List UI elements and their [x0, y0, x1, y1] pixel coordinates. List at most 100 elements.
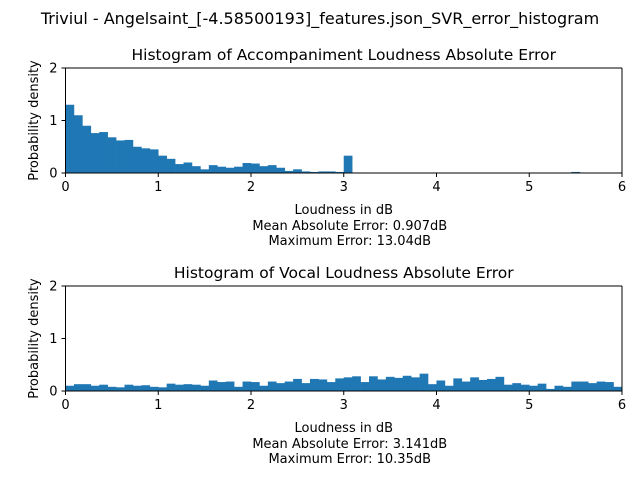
histogram-bar	[259, 385, 269, 391]
y-tick-label: 0	[49, 385, 57, 400]
histogram-bar	[318, 171, 328, 173]
histogram-bar	[267, 381, 277, 391]
histogram-bar	[571, 171, 581, 173]
histogram-bar	[428, 384, 437, 391]
panel-title: Histogram of Vocal Loudness Absolute Err…	[174, 264, 514, 282]
histogram-bar	[267, 165, 277, 173]
histogram-bar	[73, 115, 83, 173]
histogram-bar	[141, 385, 151, 391]
histogram-bar	[116, 140, 125, 173]
histogram-bar	[546, 388, 555, 391]
histogram-bar	[596, 381, 606, 391]
histogram-bar	[461, 381, 471, 391]
histogram-bar	[107, 386, 117, 391]
panel-title: Histogram of Accompaniment Loudness Abso…	[132, 46, 557, 64]
y-axis-label: Probability density	[27, 278, 42, 399]
histogram-bar	[343, 377, 353, 391]
histogram-bar	[90, 385, 100, 391]
histogram-bar	[225, 167, 235, 173]
histogram-bar	[175, 384, 184, 391]
histogram-bar	[284, 381, 294, 391]
histogram-bar	[65, 385, 75, 391]
histogram-bar	[377, 379, 387, 391]
histogram-bar	[529, 385, 538, 391]
histogram-bar	[141, 148, 151, 173]
y-tick-label: 1	[49, 114, 57, 129]
histogram-bar	[250, 163, 260, 173]
histogram-bar	[478, 379, 488, 391]
histogram-bar	[444, 385, 454, 391]
histogram-bar	[234, 386, 243, 391]
x-tick-label: 1	[154, 398, 162, 413]
bars	[65, 373, 622, 391]
histogram-bar	[183, 162, 193, 173]
y-axis-label: Probability density	[27, 60, 42, 181]
histogram-bar	[301, 171, 311, 173]
histogram-bar	[166, 158, 176, 173]
x-tick-label: 6	[618, 180, 626, 195]
histogram-bar	[352, 376, 361, 391]
x-axis-label: Loudness in dB	[294, 203, 393, 218]
histogram-bar	[124, 139, 134, 173]
histogram-bar	[107, 137, 117, 173]
histogram-bar	[132, 385, 142, 391]
histogram-bar	[183, 384, 193, 391]
histogram-bar	[124, 384, 134, 391]
x-tick-label: 4	[432, 180, 440, 195]
histogram-bar	[335, 171, 345, 173]
x-tick-label: 4	[432, 398, 440, 413]
x-tick-label: 5	[525, 180, 533, 195]
histogram-bar	[250, 382, 260, 391]
histogram-bar	[419, 373, 429, 391]
histogram-bar	[73, 384, 83, 391]
histogram-bar	[158, 387, 167, 391]
histogram-bar	[82, 125, 92, 173]
histogram-bar	[326, 171, 336, 173]
histogram-bar	[360, 382, 370, 391]
histogram-bar	[276, 383, 286, 391]
histogram-bar	[301, 383, 311, 391]
histogram-bar	[503, 384, 513, 391]
x-tick-label: 2	[247, 180, 255, 195]
histogram-bar	[234, 166, 243, 173]
histogram-bar	[520, 384, 530, 391]
histogram-bar	[82, 384, 92, 391]
histogram-bar	[613, 386, 622, 391]
x-tick-label: 5	[525, 398, 533, 413]
histogram-bar	[537, 383, 547, 391]
histogram-bar	[99, 132, 108, 173]
histogram-bar	[309, 171, 319, 173]
histogram-bar	[326, 382, 336, 391]
histogram-bar	[149, 386, 159, 391]
histogram-bar	[470, 377, 479, 391]
histogram-bar	[579, 381, 589, 391]
histogram-bar	[605, 382, 614, 391]
histogram-bar	[293, 169, 302, 173]
histogram-bar	[242, 163, 252, 173]
histogram-bar	[436, 380, 446, 391]
histogram-bar	[571, 381, 581, 391]
x-tick-label: 3	[340, 398, 348, 413]
histogram-bar	[369, 376, 378, 391]
histogram-bar	[200, 385, 210, 391]
x-tick-label: 3	[340, 180, 348, 195]
histogram-bar	[411, 377, 420, 391]
histogram-bar	[343, 155, 353, 173]
histogram-panel-1: Histogram of Accompaniment Loudness Abso…	[27, 46, 626, 249]
histogram-bar	[191, 384, 201, 391]
y-tick-label: 2	[49, 280, 57, 295]
histogram-bar	[554, 385, 564, 391]
histogram-bar	[385, 376, 395, 391]
histogram-bar	[217, 382, 226, 391]
histogram-bar	[116, 387, 125, 391]
histogram-bar	[293, 378, 302, 391]
x-axis-label: Loudness in dB	[294, 421, 393, 436]
histogram-bar	[208, 380, 218, 391]
histogram-bar	[453, 378, 463, 391]
histogram-bar	[175, 164, 184, 173]
histogram-bar	[217, 166, 226, 173]
maximum-error-note: Maximum Error: 13.04dB	[268, 234, 431, 249]
x-tick-label: 0	[61, 180, 69, 195]
histogram-bar	[284, 170, 294, 173]
histogram-bar	[495, 376, 505, 391]
